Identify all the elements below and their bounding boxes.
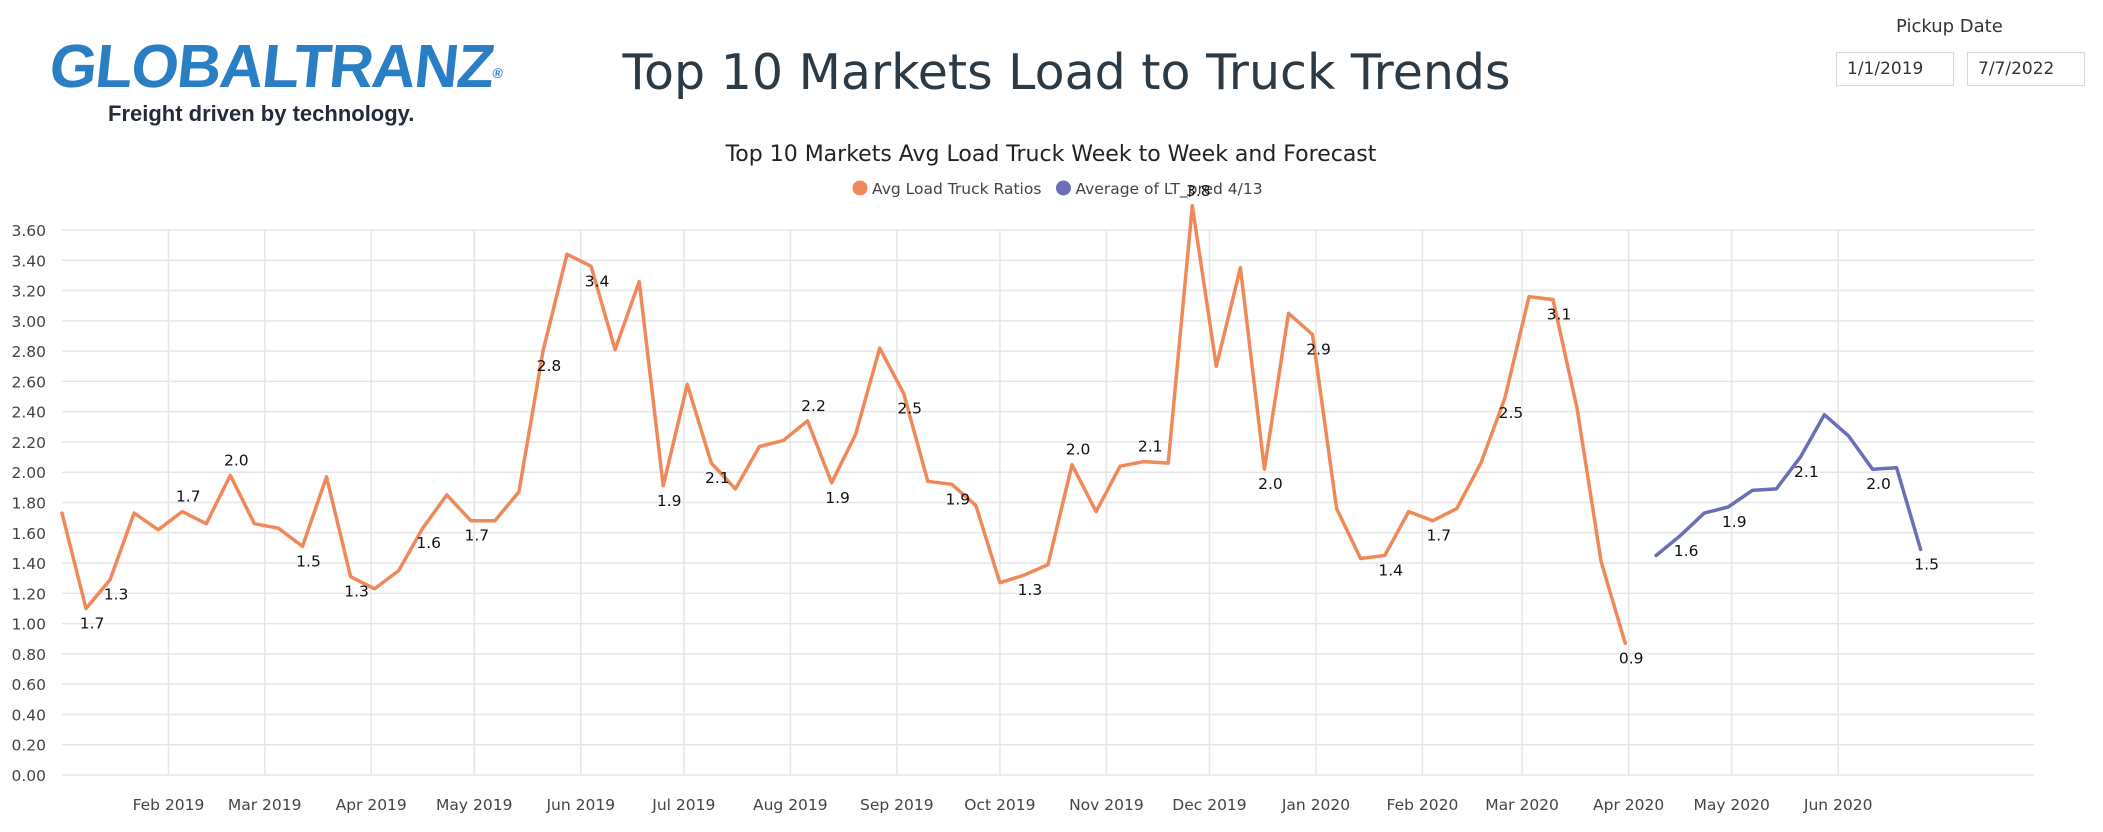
data-label: 2.8 xyxy=(537,357,562,375)
y-tick-label: 3.40 xyxy=(11,252,46,270)
data-label: 1.5 xyxy=(296,552,321,570)
y-tick-label: 3.60 xyxy=(11,222,46,240)
data-label: 1.4 xyxy=(1378,561,1403,579)
x-tick-label: Mar 2019 xyxy=(228,796,302,814)
page-title: Top 10 Markets Load to Truck Trends xyxy=(622,44,1511,101)
y-tick-label: 2.60 xyxy=(11,373,46,391)
data-label: 1.7 xyxy=(465,527,490,545)
y-tick-label: 1.80 xyxy=(11,495,46,513)
data-label: 3.1 xyxy=(1547,306,1572,324)
y-tick-label: 2.20 xyxy=(11,434,46,452)
data-label: 3.8 xyxy=(1186,182,1211,200)
x-tick-label: Sep 2019 xyxy=(860,796,934,814)
data-label: 2.1 xyxy=(1794,463,1819,481)
series-line-1 xyxy=(60,204,1627,646)
y-tick-label: 3.00 xyxy=(11,313,46,331)
data-label: 1.5 xyxy=(1914,555,1939,573)
data-label: 2.2 xyxy=(801,397,826,415)
data-label: 2.5 xyxy=(1499,404,1524,422)
x-tick-label: Dec 2019 xyxy=(1172,796,1246,814)
pickup-date-end-input[interactable]: 7/7/2022 xyxy=(1967,52,2085,86)
y-tick-label: 1.60 xyxy=(11,525,46,543)
x-tick-label: Jul 2019 xyxy=(651,796,715,814)
data-label: 1.9 xyxy=(657,492,682,510)
data-label: 1.3 xyxy=(1018,581,1043,599)
data-label: 2.1 xyxy=(705,469,730,487)
data-label: 1.3 xyxy=(344,583,369,601)
pickup-date-start-input[interactable]: 1/1/2019 xyxy=(1836,52,1954,86)
x-tick-label: Feb 2019 xyxy=(133,796,205,814)
data-label: 1.7 xyxy=(176,488,201,506)
x-tick-label: Apr 2019 xyxy=(336,796,407,814)
data-label: 2.0 xyxy=(1258,475,1283,493)
y-tick-label: 1.40 xyxy=(11,555,46,573)
y-tick-label: 2.80 xyxy=(11,343,46,361)
data-label: 1.6 xyxy=(1674,542,1699,560)
data-label: 2.5 xyxy=(897,400,922,418)
data-label: 1.3 xyxy=(104,586,129,604)
x-tick-label: Jan 2020 xyxy=(1281,796,1350,814)
data-label: 1.9 xyxy=(945,490,970,508)
data-label: 1.9 xyxy=(1722,513,1747,531)
series-line-2 xyxy=(1654,412,1923,558)
y-tick-label: 0.20 xyxy=(11,737,46,755)
x-tick-label: Jun 2020 xyxy=(1803,796,1873,814)
data-label: 2.0 xyxy=(224,451,249,469)
y-tick-label: 0.60 xyxy=(11,676,46,694)
x-tick-label: Jun 2019 xyxy=(545,796,615,814)
logo-tagline: Freight driven by technology. xyxy=(108,101,415,126)
legend-label-2: Average of LT_pred 4/13 xyxy=(1075,180,1262,199)
y-tick-label: 1.20 xyxy=(11,585,46,603)
y-tick-label: 2.40 xyxy=(11,404,46,422)
x-tick-label: Mar 2020 xyxy=(1485,796,1559,814)
y-tick-label: 0.80 xyxy=(11,646,46,664)
data-label: 2.1 xyxy=(1138,438,1163,456)
data-label: 0.9 xyxy=(1619,649,1644,667)
data-label: 2.0 xyxy=(1066,441,1091,459)
y-tick-label: 0.00 xyxy=(11,767,46,785)
y-tick-label: 2.00 xyxy=(11,464,46,482)
y-tick-label: 3.20 xyxy=(11,283,46,301)
legend-marker-2 xyxy=(1055,180,1071,196)
x-tick-label: May 2019 xyxy=(436,796,512,814)
data-label: 2.9 xyxy=(1306,340,1331,358)
y-tick-label: 0.40 xyxy=(11,706,46,724)
chart-title: Top 10 Markets Avg Load Truck Week to We… xyxy=(725,142,1377,167)
data-label: 1.9 xyxy=(825,489,850,507)
data-label: 2.0 xyxy=(1866,475,1891,493)
x-tick-label: Aug 2019 xyxy=(753,796,828,814)
pickup-date-label: Pickup Date xyxy=(1896,16,2003,37)
y-tick-label: 1.00 xyxy=(11,616,46,634)
x-tick-label: Nov 2019 xyxy=(1069,796,1144,814)
x-tick-label: Oct 2019 xyxy=(964,796,1035,814)
data-label: 1.7 xyxy=(1426,527,1451,545)
data-label: 1.7 xyxy=(80,614,105,632)
data-label: 1.6 xyxy=(416,534,441,552)
legend-marker-1 xyxy=(852,180,868,196)
x-tick-label: Apr 2020 xyxy=(1593,796,1664,814)
x-tick-label: Feb 2020 xyxy=(1387,796,1459,814)
x-tick-label: May 2020 xyxy=(1693,796,1769,814)
globaltranz-logo: GLOBALTRANZ® Freight driven by technolog… xyxy=(46,32,502,127)
legend-label-1: Avg Load Truck Ratios xyxy=(872,180,1041,198)
data-label: 3.4 xyxy=(585,272,610,290)
